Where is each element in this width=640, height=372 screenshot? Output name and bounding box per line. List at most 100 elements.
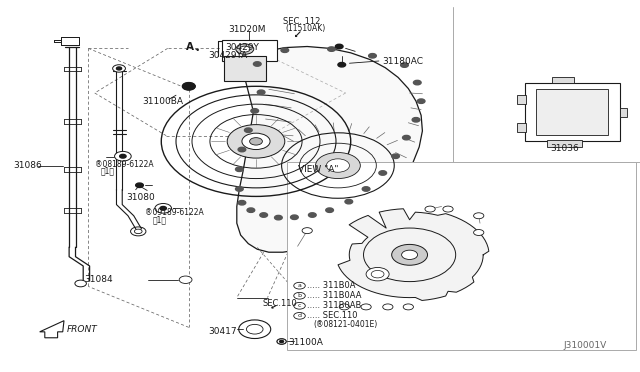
- Circle shape: [257, 90, 265, 94]
- Circle shape: [383, 304, 393, 310]
- Text: （1）: （1）: [101, 167, 115, 176]
- Circle shape: [308, 213, 316, 217]
- Circle shape: [369, 54, 376, 58]
- Circle shape: [253, 62, 261, 66]
- Bar: [547, 140, 582, 147]
- Circle shape: [345, 199, 353, 204]
- Bar: [61, 37, 79, 45]
- Text: A: A: [186, 42, 193, 51]
- Text: 31086: 31086: [13, 161, 42, 170]
- Circle shape: [236, 167, 243, 171]
- Circle shape: [316, 153, 360, 179]
- Circle shape: [294, 312, 305, 319]
- Text: c: c: [298, 303, 301, 308]
- Circle shape: [242, 133, 270, 150]
- Text: 31036: 31036: [550, 144, 579, 153]
- Circle shape: [401, 63, 408, 67]
- Circle shape: [236, 44, 253, 54]
- Circle shape: [275, 215, 282, 220]
- Text: 31084: 31084: [84, 275, 113, 284]
- Text: (®08121-0401E): (®08121-0401E): [314, 320, 378, 329]
- Text: 30429YA: 30429YA: [209, 51, 248, 60]
- Circle shape: [294, 302, 305, 309]
- Text: VIEW "A": VIEW "A": [298, 165, 339, 174]
- Circle shape: [302, 228, 312, 234]
- Circle shape: [186, 85, 191, 88]
- Text: ..... 311B0AA: ..... 311B0AA: [307, 291, 362, 300]
- Text: SEC. 112: SEC. 112: [283, 17, 320, 26]
- Text: 30417: 30417: [208, 327, 237, 336]
- Bar: [536, 89, 608, 135]
- Circle shape: [239, 46, 250, 52]
- Text: ..... 311B0AB: ..... 311B0AB: [307, 301, 362, 310]
- Circle shape: [116, 67, 122, 70]
- Circle shape: [120, 154, 126, 158]
- Bar: [517, 95, 526, 104]
- Circle shape: [328, 47, 335, 51]
- Text: ..... 311B0A: ..... 311B0A: [307, 281, 356, 290]
- Circle shape: [443, 206, 453, 212]
- Circle shape: [403, 135, 410, 140]
- Bar: [222, 40, 277, 61]
- Circle shape: [326, 208, 333, 212]
- Circle shape: [362, 187, 370, 191]
- Text: 31D20M: 31D20M: [228, 25, 266, 34]
- Circle shape: [361, 304, 371, 310]
- Circle shape: [238, 201, 246, 205]
- Text: FRONT: FRONT: [67, 325, 98, 334]
- Circle shape: [281, 48, 289, 52]
- Text: J310001V: J310001V: [563, 341, 607, 350]
- Circle shape: [392, 154, 399, 158]
- Circle shape: [250, 138, 262, 145]
- Circle shape: [366, 267, 389, 281]
- Circle shape: [417, 99, 425, 103]
- Circle shape: [277, 339, 286, 344]
- Circle shape: [339, 304, 349, 310]
- Circle shape: [280, 340, 284, 343]
- Bar: [287, 162, 636, 350]
- Circle shape: [155, 203, 172, 213]
- Circle shape: [392, 244, 428, 265]
- Circle shape: [247, 208, 255, 212]
- Circle shape: [294, 282, 305, 289]
- Circle shape: [113, 65, 125, 72]
- Circle shape: [115, 151, 131, 161]
- Circle shape: [244, 128, 252, 132]
- Circle shape: [136, 183, 143, 187]
- Circle shape: [227, 125, 285, 158]
- Polygon shape: [338, 209, 489, 301]
- Bar: [517, 123, 526, 132]
- Text: （1）: （1）: [152, 215, 166, 224]
- Text: 31080: 31080: [127, 193, 156, 202]
- Bar: [552, 77, 574, 83]
- Circle shape: [236, 187, 243, 191]
- Text: ®09189-6122A: ®09189-6122A: [145, 208, 204, 217]
- Circle shape: [474, 230, 484, 235]
- Bar: [525, 83, 620, 141]
- Circle shape: [182, 83, 195, 90]
- Circle shape: [474, 213, 484, 219]
- Text: 31100A: 31100A: [288, 338, 323, 347]
- Text: SEC.110: SEC.110: [262, 299, 297, 308]
- Text: a: a: [298, 283, 301, 288]
- Polygon shape: [40, 321, 64, 338]
- Text: 31180AC: 31180AC: [383, 57, 424, 66]
- Circle shape: [425, 206, 435, 212]
- Circle shape: [260, 213, 268, 217]
- Circle shape: [294, 292, 305, 299]
- Bar: [224, 56, 266, 81]
- Bar: [620, 108, 627, 117]
- Circle shape: [251, 109, 259, 113]
- Circle shape: [413, 80, 421, 85]
- Circle shape: [182, 83, 195, 90]
- Text: 31100BA: 31100BA: [142, 97, 183, 106]
- Text: (11510AK): (11510AK): [285, 24, 326, 33]
- Circle shape: [412, 118, 420, 122]
- Circle shape: [402, 250, 418, 260]
- Text: d: d: [298, 313, 301, 318]
- Text: ®08189-6122A: ®08189-6122A: [95, 160, 154, 169]
- Text: b: b: [298, 293, 301, 298]
- Text: 30429Y: 30429Y: [225, 43, 259, 52]
- Circle shape: [179, 276, 192, 283]
- Circle shape: [326, 159, 349, 172]
